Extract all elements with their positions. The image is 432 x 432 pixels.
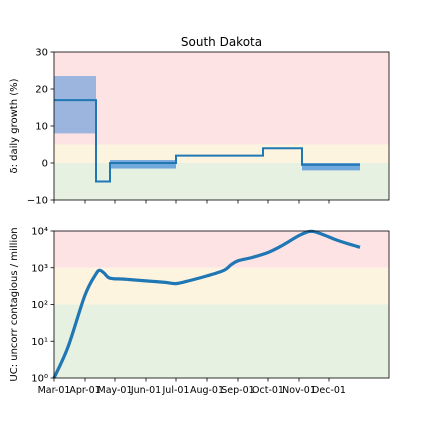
y-tick-label: 10² [31, 300, 48, 311]
contagious-y-axis-label: UC: uncorr contagious / million [9, 227, 20, 381]
y-tick-label: 10¹ [31, 337, 48, 348]
y-tick-label: 30 [35, 48, 48, 59]
x-tick-label: Jul-01 [162, 385, 190, 396]
x-tick-label: Sep-01 [221, 385, 254, 396]
contagious-panel: 10⁰ 10¹ 10² 10³ 10⁴ Mar-01Apr-01May-01Jun-01… [9, 227, 390, 396]
y-tick-label: 10³ [31, 263, 48, 274]
x-tick-label: May-01 [98, 385, 133, 396]
band-low [54, 304, 389, 378]
y-tick-label: 10⁰ [31, 374, 48, 385]
chart-title: South Dakota [181, 35, 262, 49]
band-high [54, 52, 389, 145]
growth-y-axis-label: δ: daily growth (%) [9, 78, 20, 173]
uncertainty-band [302, 163, 360, 171]
y-tick-label: 10 [35, 122, 48, 133]
x-tick-label: Apr-01 [69, 385, 100, 396]
uncertainty-band [110, 160, 176, 169]
contagious-line [52, 229, 361, 379]
growth-step-line [54, 99, 360, 183]
band-medium [54, 144, 389, 163]
y-tick-label: 10⁴ [31, 227, 48, 238]
growth-panel: −10 0 10 20 30 South Dakota δ: daily growth … [9, 35, 390, 207]
y-tick-label: 0 [42, 159, 48, 170]
x-tick-label: Dec-01 [312, 385, 346, 396]
x-tick-label: Nov-01 [282, 385, 316, 396]
band-medium [54, 267, 389, 305]
band-high [54, 231, 389, 268]
x-tick-label: Mar-01 [38, 385, 71, 396]
uncertainty-band [54, 76, 96, 134]
x-tick-label: Aug-01 [190, 385, 224, 396]
y-tick-label: −10 [27, 196, 48, 207]
x-tick-label: Jun-01 [130, 385, 161, 396]
y-tick-label: 20 [35, 85, 48, 96]
x-tick-label: Oct-01 [252, 385, 284, 396]
